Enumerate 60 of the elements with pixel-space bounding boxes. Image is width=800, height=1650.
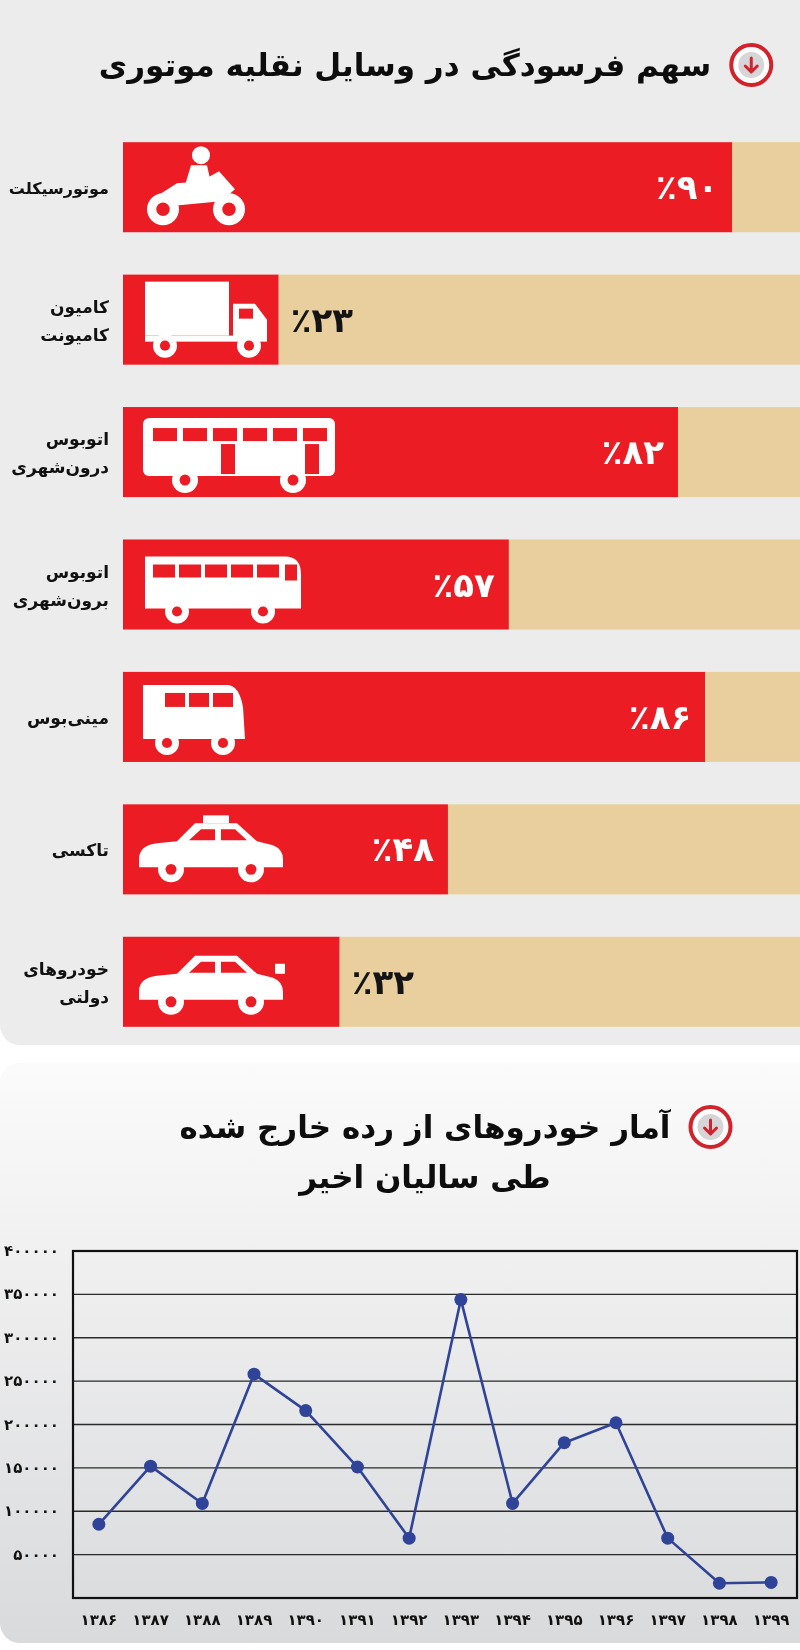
y-tick-label: ۳۰۰۰۰۰ [4, 1328, 59, 1347]
chart-title: سهم فرسودگی در وسایل نقلیه موتوری [98, 47, 712, 84]
point [247, 1367, 261, 1381]
x-tick-label: ۱۳۹۰ [287, 1611, 325, 1629]
point [454, 1293, 468, 1307]
point [661, 1531, 675, 1545]
x-tick-label: ۱۳۹۳ [442, 1611, 480, 1629]
bar [508, 539, 800, 630]
data-label: ٪۸۶ [628, 696, 692, 737]
x-tick-label: ۱۳۹۲ [390, 1611, 428, 1629]
x-tick-label: ۱۳۸۹ [235, 1611, 273, 1629]
x-tick-label: ۱۳۹۱ [339, 1611, 376, 1629]
point [609, 1416, 623, 1430]
x-tick-label: ۱۳۹۴ [494, 1611, 531, 1629]
y-tick-label: ۲۵۰۰۰۰ [4, 1372, 59, 1391]
bar [339, 936, 800, 1027]
y-tick-label: تاکسی [51, 840, 109, 861]
x-tick-label: ۱۳۹۶ [597, 1611, 635, 1629]
y-tick-label: ۴۰۰۰۰۰ [4, 1242, 59, 1260]
point [299, 1404, 313, 1418]
x-tick-label: ۱۳۹۷ [649, 1611, 687, 1629]
x-tick-label: ۱۳۹۵ [545, 1611, 583, 1629]
x-tick-label: ۱۳۸۷ [132, 1611, 169, 1629]
point [557, 1436, 571, 1450]
point [92, 1517, 106, 1531]
bar [705, 671, 800, 762]
y-tick-label: مینی‌بوس [26, 707, 109, 729]
x-tick-label: ۱۳۹۹ [752, 1611, 790, 1629]
data-label: ٪۹۰ [656, 167, 719, 208]
x-tick-label: ۱۳۹۸ [701, 1611, 738, 1629]
x-tick-label: ۱۳۸۶ [80, 1611, 118, 1629]
point [506, 1496, 520, 1510]
point [764, 1575, 778, 1589]
bar [278, 274, 800, 365]
point [402, 1531, 416, 1545]
y-tick-label: کامیون کامیونت [40, 296, 110, 346]
data-label: ٪۲۳ [290, 299, 354, 340]
y-tick-label: اتوبوس درون‌شهری [11, 429, 110, 479]
bar [732, 142, 800, 233]
y-tick-label: ۲۰۰۰۰۰ [4, 1415, 59, 1434]
data-label: ٪۸۲ [601, 432, 665, 473]
point [712, 1576, 726, 1590]
y-tick-label: موتورسیکلت [8, 179, 109, 199]
chart-title: آمار خودروهای از رده خارج شده طی سالیان اخیر [179, 1108, 672, 1196]
y-tick-label: خودروهای دولتی [23, 958, 110, 1008]
bar [123, 142, 733, 233]
point [195, 1496, 209, 1510]
point [144, 1459, 158, 1473]
y-tick-label: ۳۵۰۰۰۰ [4, 1285, 59, 1304]
data-label: ٪۳۲ [351, 961, 415, 1002]
bar [447, 804, 800, 895]
bar [678, 407, 800, 498]
x-tick-label: ۱۳۸۸ [183, 1611, 221, 1629]
y-tick-label: اتوبوس برون‌شهری [12, 561, 109, 611]
y-tick-label: ۱۰۰۰۰۰ [4, 1502, 59, 1521]
point [350, 1460, 364, 1474]
y-tick-label: ۱۵۰۰۰۰ [4, 1458, 59, 1477]
data-label: ٪۴۸ [371, 829, 435, 870]
y-tick-label: ۵۰۰۰۰ [13, 1545, 59, 1564]
data-label: ٪۵۷ [432, 564, 496, 605]
